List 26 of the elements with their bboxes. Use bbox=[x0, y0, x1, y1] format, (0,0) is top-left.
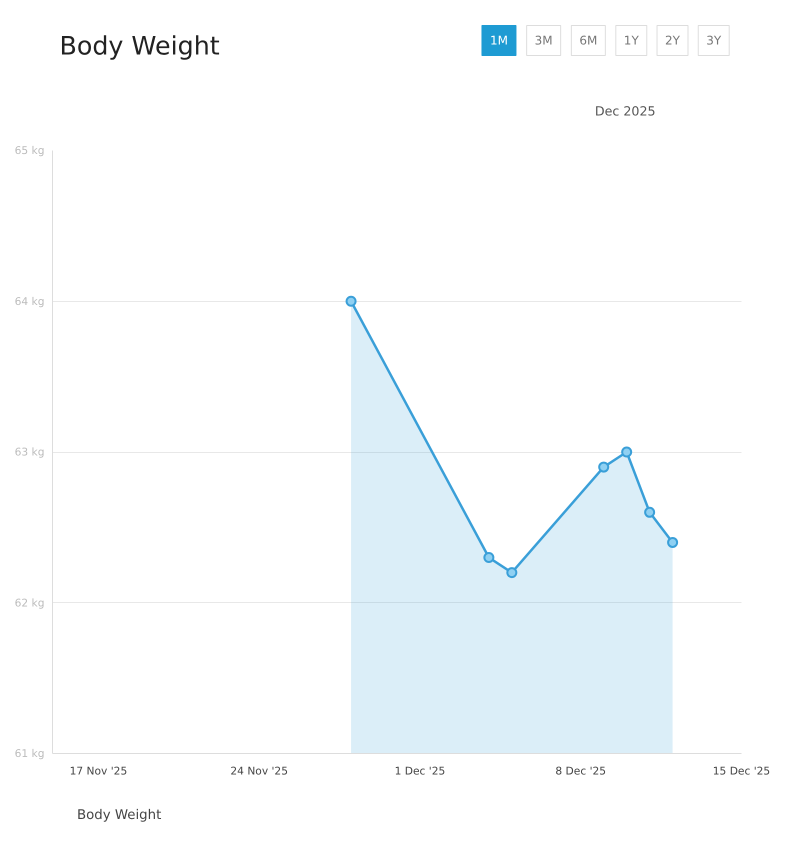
y-tick-label: 65 kg bbox=[14, 144, 45, 157]
x-tick-label: 8 Dec '25 bbox=[555, 764, 606, 778]
point bbox=[506, 567, 518, 578]
y-tick-label: 64 kg bbox=[14, 294, 45, 308]
x-tick-label: 24 Nov '25 bbox=[230, 764, 288, 778]
text: Dec 2025 bbox=[594, 104, 656, 118]
text: 1M bbox=[490, 34, 508, 48]
point bbox=[598, 462, 610, 473]
point bbox=[621, 446, 632, 458]
point bbox=[346, 296, 357, 307]
x-tick-label: 1 Dec '25 bbox=[394, 764, 446, 778]
chart-title: Body Weight bbox=[59, 30, 220, 60]
point bbox=[483, 552, 494, 564]
text: 2Y bbox=[665, 34, 681, 48]
x-tick-label: 17 Nov '25 bbox=[70, 764, 128, 778]
text: 3M bbox=[534, 34, 553, 48]
text: 1Y bbox=[624, 34, 640, 48]
text: 3Y bbox=[706, 34, 722, 48]
text: 6M bbox=[579, 34, 598, 48]
text: Body Weight bbox=[77, 808, 162, 823]
y-tick-label: 63 kg bbox=[14, 446, 45, 458]
x-tick-label: 15 Dec '25 bbox=[712, 764, 770, 778]
point bbox=[644, 506, 656, 518]
point bbox=[667, 536, 678, 548]
y-tick-label: 62 kg bbox=[14, 596, 45, 610]
y-tick-label: 61 kg bbox=[14, 747, 45, 760]
